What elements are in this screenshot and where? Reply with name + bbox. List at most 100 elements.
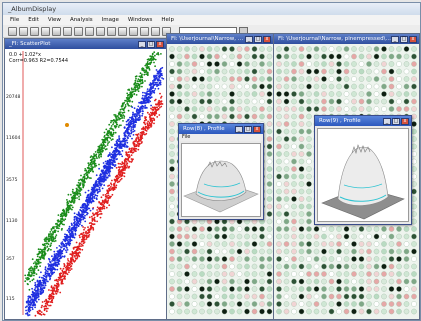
spot[interactable] xyxy=(214,226,220,232)
spot[interactable] xyxy=(199,293,205,300)
spot[interactable] xyxy=(298,248,305,255)
spot[interactable] xyxy=(266,301,273,307)
spot[interactable] xyxy=(306,301,312,307)
spot[interactable] xyxy=(328,241,335,247)
spot[interactable] xyxy=(403,91,410,97)
spot[interactable] xyxy=(266,203,273,210)
spot[interactable] xyxy=(229,68,235,75)
spot[interactable] xyxy=(328,233,335,240)
spot[interactable] xyxy=(259,61,265,67)
spot[interactable] xyxy=(244,263,250,270)
spot[interactable] xyxy=(373,226,380,232)
spot[interactable] xyxy=(276,278,282,285)
spot[interactable] xyxy=(298,91,305,97)
spot[interactable] xyxy=(251,293,258,300)
spot[interactable] xyxy=(259,91,265,97)
close-button[interactable]: x xyxy=(253,125,261,133)
spot[interactable] xyxy=(283,61,290,67)
spot[interactable] xyxy=(396,263,402,270)
spot[interactable] xyxy=(298,83,305,90)
spot[interactable] xyxy=(358,226,365,232)
spot[interactable] xyxy=(191,233,198,240)
spot[interactable] xyxy=(191,113,198,120)
spot[interactable] xyxy=(283,173,290,180)
spot[interactable] xyxy=(251,113,258,120)
spot[interactable] xyxy=(169,211,175,217)
spot[interactable] xyxy=(291,46,297,52)
spot[interactable] xyxy=(266,196,273,202)
spot[interactable] xyxy=(259,293,265,300)
settings-icon[interactable] xyxy=(129,26,138,36)
spot[interactable] xyxy=(266,278,273,285)
spot[interactable] xyxy=(351,248,357,255)
spot[interactable] xyxy=(306,113,312,120)
spot[interactable] xyxy=(184,46,190,52)
spot[interactable] xyxy=(411,248,417,255)
spot[interactable] xyxy=(221,113,228,120)
spot[interactable] xyxy=(229,46,235,52)
spot[interactable] xyxy=(411,121,417,127)
spot[interactable] xyxy=(191,308,198,315)
spot[interactable] xyxy=(276,203,282,210)
spot[interactable] xyxy=(411,218,417,225)
spot[interactable] xyxy=(381,256,387,262)
spot[interactable] xyxy=(411,271,417,277)
spot[interactable] xyxy=(176,91,183,97)
spot[interactable] xyxy=(251,91,258,97)
spot[interactable] xyxy=(191,61,198,67)
spot[interactable] xyxy=(336,263,342,270)
spot[interactable] xyxy=(276,76,282,82)
spot[interactable] xyxy=(366,76,372,82)
spot[interactable] xyxy=(291,188,297,195)
profile-window-1[interactable]: Row(8) , Profile _ □ x File xyxy=(178,123,264,220)
minimize-button[interactable]: _ xyxy=(383,117,391,125)
spot[interactable] xyxy=(403,286,410,292)
spot[interactable] xyxy=(259,53,265,60)
spot[interactable] xyxy=(396,106,402,112)
spot[interactable] xyxy=(283,271,290,277)
spot[interactable] xyxy=(366,256,372,262)
spot[interactable] xyxy=(336,301,342,307)
spot[interactable] xyxy=(313,308,320,315)
spot[interactable] xyxy=(169,256,175,262)
spot[interactable] xyxy=(184,278,190,285)
spot[interactable] xyxy=(259,83,265,90)
spot[interactable] xyxy=(403,293,410,300)
spot[interactable] xyxy=(403,61,410,67)
spot[interactable] xyxy=(169,143,175,150)
spot[interactable] xyxy=(306,241,312,247)
spot[interactable] xyxy=(336,53,342,60)
spot[interactable] xyxy=(169,61,175,67)
grid-2-titlebar[interactable]: FI: \Userjournal\Narrow, pinempressed\Na… xyxy=(274,34,419,44)
spot[interactable] xyxy=(191,91,198,97)
spot[interactable] xyxy=(176,53,183,60)
spot[interactable] xyxy=(306,211,312,217)
spot[interactable] xyxy=(276,263,282,270)
spot[interactable] xyxy=(251,46,258,52)
spot[interactable] xyxy=(313,106,320,112)
spot[interactable] xyxy=(191,256,198,262)
menu-image[interactable]: Image xyxy=(101,17,119,23)
spot[interactable] xyxy=(291,68,297,75)
spot[interactable] xyxy=(298,46,305,52)
spot[interactable] xyxy=(291,151,297,157)
spot[interactable] xyxy=(283,68,290,75)
spot[interactable] xyxy=(343,98,350,105)
spot[interactable] xyxy=(328,61,335,67)
spot[interactable] xyxy=(396,76,402,82)
spot[interactable] xyxy=(388,233,395,240)
spot[interactable] xyxy=(199,233,205,240)
spot[interactable] xyxy=(366,293,372,300)
spot[interactable] xyxy=(214,308,220,315)
spot[interactable] xyxy=(291,166,297,172)
spot[interactable] xyxy=(381,271,387,277)
spot[interactable] xyxy=(229,271,235,277)
spot[interactable] xyxy=(306,263,312,270)
spot[interactable] xyxy=(411,143,417,150)
spot[interactable] xyxy=(396,308,402,315)
spot[interactable] xyxy=(266,91,273,97)
spot[interactable] xyxy=(199,241,205,247)
spot[interactable] xyxy=(306,151,312,157)
spot[interactable] xyxy=(266,113,273,120)
spot[interactable] xyxy=(236,83,243,90)
